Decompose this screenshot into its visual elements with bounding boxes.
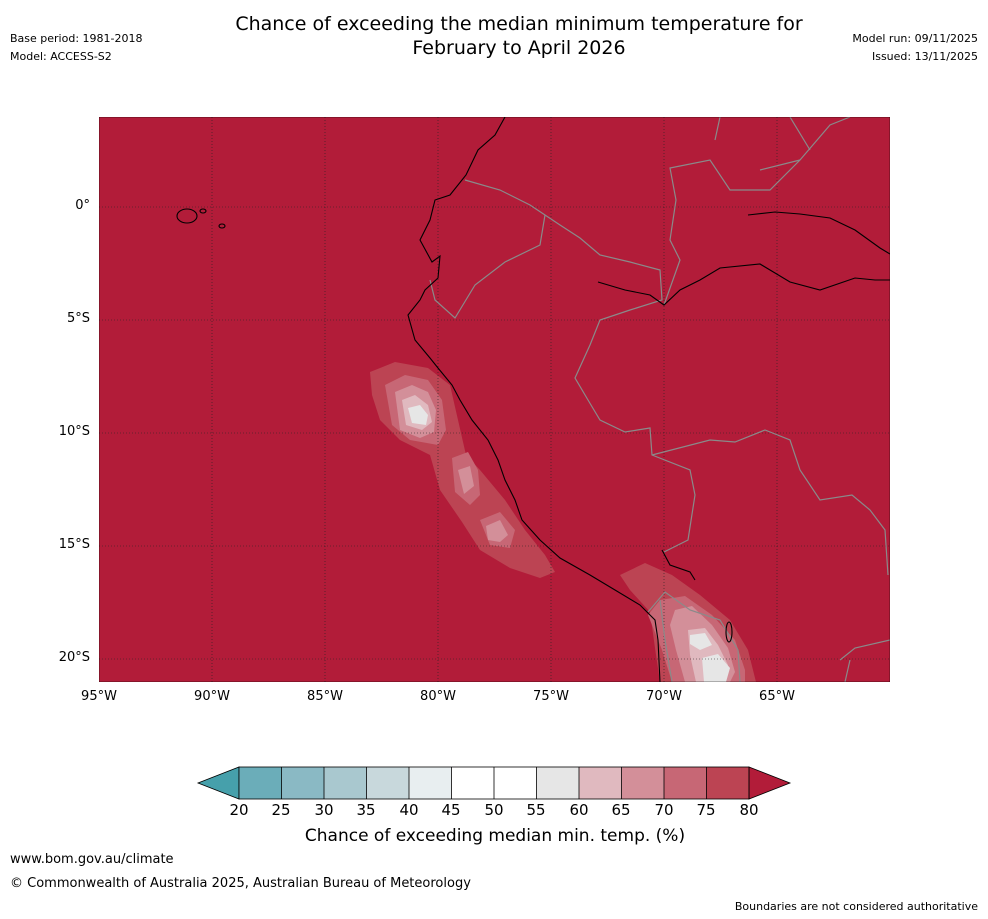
lon-label: 65°W — [759, 689, 795, 704]
colorbar-under-arrow — [196, 766, 240, 800]
lon-label: 95°W — [81, 689, 117, 704]
model-name: Model: ACCESS-S2 — [10, 50, 112, 63]
colorbar-tick: 20 — [229, 801, 249, 819]
colorbar-label: Chance of exceeding median min. temp. (%… — [304, 826, 686, 846]
lon-label: 70°W — [646, 689, 682, 704]
colorbar-tick: 45 — [441, 801, 461, 819]
lat-label: 10°S — [58, 424, 90, 439]
colorbar-segment — [239, 767, 282, 799]
colorbar-segment — [621, 767, 664, 799]
colorbar-tick: 25 — [271, 801, 291, 819]
colorbar-tick: 30 — [314, 801, 334, 819]
lat-label: 20°S — [58, 650, 90, 665]
lat-label: 0° — [75, 198, 90, 213]
chart-title: Chance of exceeding the median minimum t… — [150, 12, 888, 60]
lon-label: 75°W — [533, 689, 569, 704]
coastline — [176, 117, 890, 682]
colorbar-tick: 55 — [526, 801, 546, 819]
meta-left: Base period: 1981-2018 Model: ACCESS-S2 — [10, 30, 142, 66]
colorbar-tick: 65 — [611, 801, 631, 819]
graticule — [99, 117, 890, 682]
lon-label: 90°W — [194, 689, 230, 704]
colorbar — [196, 766, 792, 800]
colorbar-segment — [579, 767, 622, 799]
country-borders — [429, 117, 890, 682]
footer-disclaimer: Boundaries are not considered authoritat… — [734, 900, 978, 913]
issued-date: Issued: 13/11/2025 — [871, 50, 978, 63]
colorbar-segment — [281, 767, 324, 799]
colorbar-segment — [451, 767, 494, 799]
title-line-2: February to April 2026 — [412, 37, 626, 59]
contour-patches — [370, 362, 756, 682]
meta-right: Model run: 09/11/2025 Issued: 13/11/2025 — [852, 30, 978, 66]
model-run-date: Model run: 09/11/2025 — [852, 32, 978, 45]
colorbar-tick: 60 — [569, 801, 589, 819]
colorbar-tick: 40 — [399, 801, 419, 819]
lon-label: 85°W — [307, 689, 343, 704]
colorbar-tick: 50 — [484, 801, 504, 819]
colorbar-segment — [366, 767, 409, 799]
colorbar-segment — [494, 767, 537, 799]
title-line-1: Chance of exceeding the median minimum t… — [235, 13, 803, 35]
colorbar-segment — [536, 767, 579, 799]
base-period: Base period: 1981-2018 — [10, 32, 143, 45]
colorbar-segment — [706, 767, 749, 799]
colorbar-segment — [664, 767, 707, 799]
colorbar-segment — [409, 767, 452, 799]
colorbar-over-arrow — [748, 766, 792, 800]
colorbar-tick: 80 — [739, 801, 759, 819]
lat-label: 15°S — [58, 537, 90, 552]
footer-url[interactable]: www.bom.gov.au/climate — [10, 852, 174, 867]
lon-label: 80°W — [420, 689, 456, 704]
colorbar-tick: 70 — [654, 801, 674, 819]
lat-label: 5°S — [66, 311, 90, 326]
colorbar-segment — [324, 767, 367, 799]
colorbar-tick: 75 — [696, 801, 716, 819]
colorbar-tick: 35 — [356, 801, 376, 819]
footer-copyright: © Commonwealth of Australia 2025, Austra… — [10, 876, 471, 891]
map-background — [99, 117, 890, 682]
